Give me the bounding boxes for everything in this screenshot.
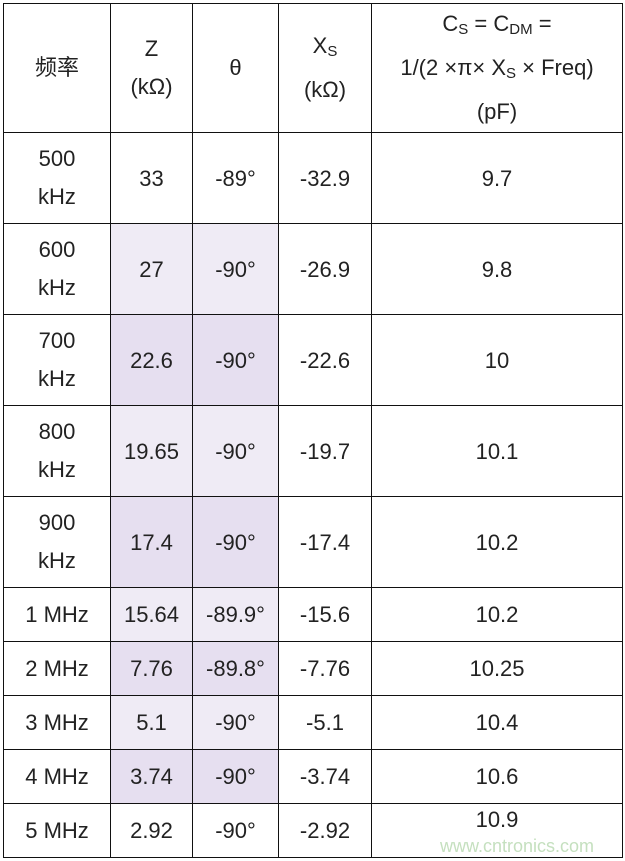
header-z: Z (kΩ) bbox=[110, 3, 193, 133]
cell-z: 7.76 bbox=[110, 641, 193, 696]
cell-xs: -19.7 bbox=[278, 405, 372, 497]
table-row: 2 MHz 7.76 -89.8° -7.76 10.25 bbox=[3, 641, 623, 696]
cell-cs: 9.7 bbox=[371, 132, 623, 224]
table-row: 700 kHz 22.6 -90° -22.6 10 bbox=[3, 314, 623, 406]
cell-xs: -5.1 bbox=[278, 695, 372, 750]
cell-theta: -90° bbox=[192, 695, 279, 750]
cell-theta: -90° bbox=[192, 314, 279, 406]
table-row: 1 MHz 15.64 -89.9° -15.6 10.2 bbox=[3, 587, 623, 642]
cell-z: 33 bbox=[110, 132, 193, 224]
header-freq-label: 频率 bbox=[34, 55, 79, 80]
cell-theta: -89.9° bbox=[192, 587, 279, 642]
header-cs-unit: (pF) bbox=[476, 99, 518, 124]
cell-cs: 10.2 bbox=[371, 587, 623, 642]
cell-freq: 600 kHz bbox=[3, 223, 111, 315]
header-z-label: Z bbox=[144, 36, 159, 61]
header-cs-sub: S bbox=[506, 65, 517, 82]
cell-theta: -90° bbox=[192, 405, 279, 497]
header-row: 频率 Z (kΩ) θ XS (kΩ) CS = CDM = 1/(2 ×π× XS … bbox=[3, 3, 623, 133]
cell-freq: 700 kHz bbox=[3, 314, 111, 406]
header-cs: CS = CDM = 1/(2 ×π× XS × Freq) (pF) bbox=[371, 3, 623, 133]
cell-freq: 900 kHz bbox=[3, 496, 111, 588]
header-freq: 频率 bbox=[3, 3, 111, 133]
cell-freq: 1 MHz bbox=[3, 587, 111, 642]
watermark: www.cntronics.com bbox=[440, 836, 595, 856]
cell-cs: 10.4 bbox=[371, 695, 623, 750]
cell-freq: 2 MHz bbox=[3, 641, 111, 696]
cell-theta: -89.8° bbox=[192, 641, 279, 696]
cell-theta: -90° bbox=[192, 496, 279, 588]
cell-z: 5.1 bbox=[110, 695, 193, 750]
cell-xs: -26.9 bbox=[278, 223, 372, 315]
cell-z: 22.6 bbox=[110, 314, 193, 406]
cell-freq: 500 kHz bbox=[3, 132, 111, 224]
header-cs-part: = C bbox=[468, 11, 510, 36]
cell-freq: 800 kHz bbox=[3, 405, 111, 497]
cell-cs: 10.9 bbox=[371, 803, 623, 858]
cell-xs: -15.6 bbox=[278, 587, 372, 642]
cell-xs: -7.76 bbox=[278, 641, 372, 696]
cell-freq: 4 MHz bbox=[3, 749, 111, 804]
table-row: 500 kHz 33 -89° -32.9 9.7 bbox=[3, 132, 623, 224]
table-row: 3 MHz 5.1 -90° -5.1 10.4 bbox=[3, 695, 623, 750]
cell-z: 15.64 bbox=[110, 587, 193, 642]
cell-xs: -3.74 bbox=[278, 749, 372, 804]
header-cs-part: 1/(2 ×π× X bbox=[400, 55, 507, 80]
cell-z: 19.65 bbox=[110, 405, 193, 497]
cell-z: 2.92 bbox=[110, 803, 193, 858]
cell-z: 17.4 bbox=[110, 496, 193, 588]
header-xs-sub: S bbox=[327, 43, 338, 60]
table-row: 5 MHz 2.92 -90° -2.92 10.9 bbox=[3, 803, 623, 858]
cell-theta: -90° bbox=[192, 749, 279, 804]
cell-cs: 9.8 bbox=[371, 223, 623, 315]
cell-z: 27 bbox=[110, 223, 193, 315]
header-cs-part: × Freq) bbox=[516, 55, 594, 80]
table-row: 600 kHz 27 -90° -26.9 9.8 bbox=[3, 223, 623, 315]
header-cs-part: C bbox=[442, 11, 459, 36]
header-cs-sub: S bbox=[458, 21, 469, 38]
cell-theta: -90° bbox=[192, 803, 279, 858]
cell-cs: 10 bbox=[371, 314, 623, 406]
cell-xs: -32.9 bbox=[278, 132, 372, 224]
cell-xs: -2.92 bbox=[278, 803, 372, 858]
cell-xs: -17.4 bbox=[278, 496, 372, 588]
cell-z: 3.74 bbox=[110, 749, 193, 804]
cell-xs: -22.6 bbox=[278, 314, 372, 406]
cell-cs: 10.25 bbox=[371, 641, 623, 696]
table-row: 800 kHz 19.65 -90° -19.7 10.1 bbox=[3, 405, 623, 497]
header-xs: XS (kΩ) bbox=[278, 3, 372, 133]
header-z-unit: (kΩ) bbox=[130, 74, 173, 99]
header-theta: θ bbox=[192, 3, 279, 133]
cell-cs: 10.1 bbox=[371, 405, 623, 497]
cell-cs: 10.6 bbox=[371, 749, 623, 804]
cell-theta: -89° bbox=[192, 132, 279, 224]
header-cs-part: = bbox=[532, 11, 552, 36]
header-xs-unit: (kΩ) bbox=[303, 77, 347, 102]
header-xs-label: X bbox=[312, 33, 328, 58]
cell-theta: -90° bbox=[192, 223, 279, 315]
header-theta-label: θ bbox=[229, 55, 242, 80]
cell-freq: 5 MHz bbox=[3, 803, 111, 858]
table-row: 4 MHz 3.74 -90° -3.74 10.6 bbox=[3, 749, 623, 804]
table-row: 900 kHz 17.4 -90° -17.4 10.2 bbox=[3, 496, 623, 588]
cell-freq: 3 MHz bbox=[3, 695, 111, 750]
impedance-table: 频率 Z (kΩ) θ XS (kΩ) CS = CDM = 1/(2 ×π× XS … bbox=[3, 3, 623, 858]
header-cs-sub: DM bbox=[509, 21, 533, 38]
cell-cs: 10.2 bbox=[371, 496, 623, 588]
